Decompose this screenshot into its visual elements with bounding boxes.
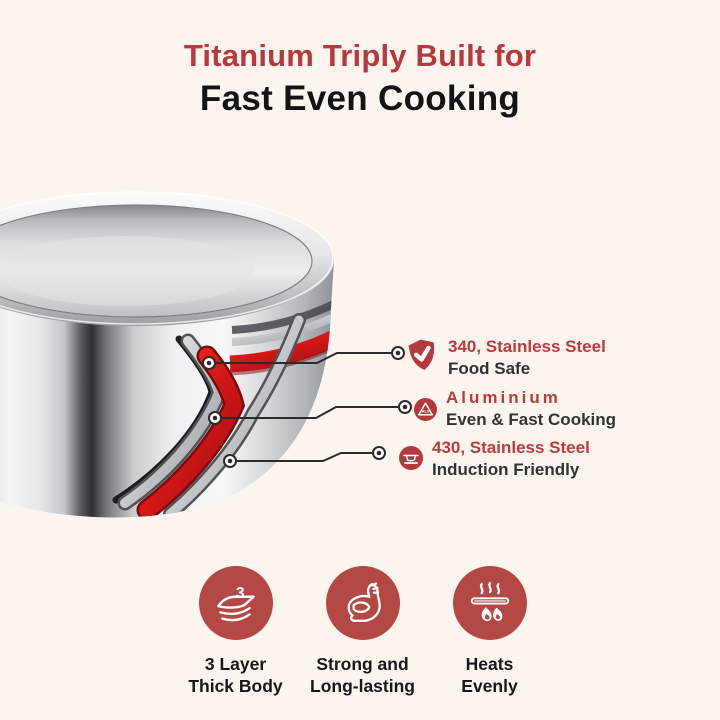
feature-3-layer: 3 3 Layer Thick Body <box>172 566 299 697</box>
feature-label: Thick Body <box>188 676 283 696</box>
muscle-arm-icon <box>347 582 381 622</box>
title-dark-line: Fast Even Cooking <box>199 79 521 118</box>
feature-heats-evenly: Heats Evenly <box>426 566 553 697</box>
pot-cutaway-graphic <box>0 191 334 518</box>
heat-flames-icon <box>470 582 509 622</box>
three-layers-icon: 3 <box>216 585 255 622</box>
callout-inner-steel: 430, Stainless Steel Induction Friendly <box>399 438 590 480</box>
callout-subheading: Food Safe <box>448 359 531 378</box>
callout-heading: Aluminium <box>446 388 561 407</box>
feature-badges-row: 3 3 Layer Thick Body Strong and Long-las… <box>172 566 553 697</box>
callout-subheading: Induction Friendly <box>432 460 580 479</box>
callout-heading: 340, Stainless Steel <box>448 337 606 356</box>
callout-subheading: Even & Fast Cooking <box>446 410 617 429</box>
induction-cooktop-icon <box>403 454 419 464</box>
title-block: Titanium Triply Built for Fast Even Cook… <box>0 36 720 122</box>
feature-label: Heats <box>465 654 514 674</box>
title-accent-line: Titanium Triply Built for <box>183 38 537 73</box>
callout-heading: 430, Stainless Steel <box>432 438 590 457</box>
feature-label: Long-lasting <box>310 676 415 696</box>
feature-label: Strong and <box>316 654 409 674</box>
callout-aluminium: ALU Aluminium Even & Fast Cooking <box>414 388 616 430</box>
aluminium-recycle-icon: ALU <box>418 402 433 416</box>
shield-check-icon <box>408 339 435 370</box>
feature-strong: Strong and Long-lasting <box>299 566 426 697</box>
feature-label: Evenly <box>461 676 518 696</box>
feature-label: 3 Layer <box>204 654 267 674</box>
svg-text:ALU: ALU <box>422 410 430 414</box>
callout-outer-steel: 340, Stainless Steel Food Safe <box>406 337 606 379</box>
layer-count-badge: 3 <box>235 585 244 602</box>
triply-pot-illustration <box>0 185 345 525</box>
